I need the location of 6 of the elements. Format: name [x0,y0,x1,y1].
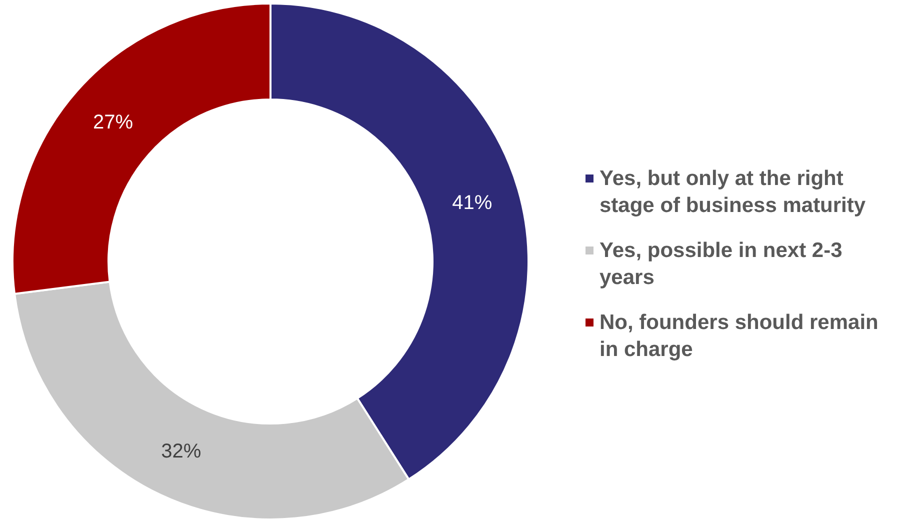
data-label: 27% [92,112,134,134]
legend-label: No, founders should remain in charge [600,311,878,361]
legend-label: Yes, possible in next 2-3 years [600,239,842,289]
legend-label: Yes, but only at the right stage of business maturity [600,167,866,217]
data-label: 41% [452,192,492,214]
data-label: 32% [161,440,202,463]
